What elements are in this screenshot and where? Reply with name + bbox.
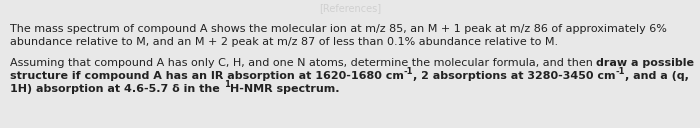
Text: , 2 absorptions at 3280-3450 cm: , 2 absorptions at 3280-3450 cm — [414, 71, 616, 81]
Text: 1H) absorption at 4.6-5.7 δ in the: 1H) absorption at 4.6-5.7 δ in the — [10, 84, 223, 94]
Text: H-NMR spectrum.: H-NMR spectrum. — [230, 84, 339, 94]
Text: -1: -1 — [404, 67, 414, 76]
Text: [References]: [References] — [319, 3, 381, 13]
Text: -1: -1 — [616, 67, 625, 76]
Text: , and a (q,: , and a (q, — [625, 71, 690, 81]
Text: abundance relative to M, and an M + 2 peak at m/z 87 of less than 0.1% abundance: abundance relative to M, and an M + 2 pe… — [10, 37, 558, 47]
Text: structure if compound A has an IR absorption at 1620-1680 cm: structure if compound A has an IR absorp… — [10, 71, 404, 81]
Text: draw a possible: draw a possible — [596, 58, 694, 68]
Text: Assuming that compound A has only C, H, and one N atoms, determine the molecular: Assuming that compound A has only C, H, … — [10, 58, 596, 68]
Text: The mass spectrum of compound A shows the molecular ion at m/z 85, an M + 1 peak: The mass spectrum of compound A shows th… — [10, 24, 667, 34]
Text: 1: 1 — [223, 80, 230, 89]
